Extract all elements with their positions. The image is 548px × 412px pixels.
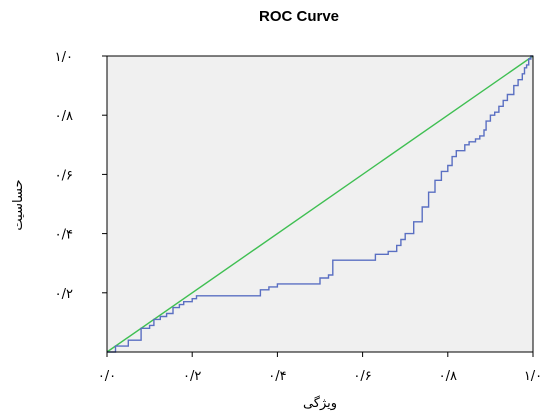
roc-curve-layer	[107, 55, 533, 353]
roc-curve-line	[107, 55, 533, 353]
y-axis-label: حساسیت	[11, 179, 26, 230]
tick-labels: ۰/۰ ۰/۲ ۰/۴ ۰/۶ ۰/۸ ۱/۰ ۰/۲ ۰/۴ ۰/۶ ۰/۸ ۱/۰	[55, 50, 543, 384]
x-tick-label: ۰/۶	[353, 369, 371, 384]
y-tick-label: ۰/۸	[55, 109, 73, 124]
y-tick-label: ۰/۶	[55, 168, 73, 183]
x-tick-label: ۰/۴	[268, 369, 286, 384]
y-tick-label: ۱/۰	[55, 50, 73, 65]
reference-line-layer	[106, 55, 534, 353]
x-tick-label: ۰/۲	[183, 369, 201, 384]
plot-frame	[106, 55, 534, 353]
y-tick-label: ۰/۲	[55, 287, 73, 302]
chart-title: ROC Curve	[259, 8, 339, 25]
x-tick-label: ۰/۰	[98, 369, 116, 384]
axis-layer	[102, 55, 534, 357]
x-tick-label: ۰/۸	[439, 369, 457, 384]
reference-diagonal-line	[106, 55, 534, 353]
x-tick-label: ۱/۰	[524, 369, 542, 384]
y-tick-label: ۰/۴	[55, 228, 73, 243]
x-axis-label: ویژگی	[303, 395, 337, 411]
